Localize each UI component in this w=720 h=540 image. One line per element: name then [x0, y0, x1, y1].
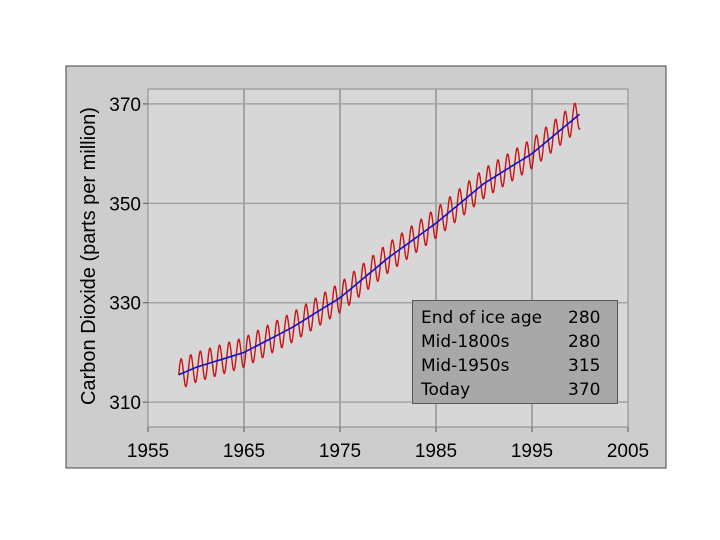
- x-tick-label: 1995: [511, 441, 553, 462]
- table-row-value: 315: [568, 356, 601, 376]
- tick-layer: 1955 1965 1975 1985 1995 2005 310 330 350 370: [109, 95, 649, 462]
- table-row-value: 280: [568, 332, 601, 352]
- series-line-seasonal: [178, 102, 581, 388]
- y-tick-label: 330: [109, 294, 141, 315]
- table-row-label: End of ice age: [421, 308, 543, 328]
- x-tick-label: 1965: [223, 441, 265, 462]
- y-tick-label: 310: [109, 393, 141, 414]
- x-tick-label: 2005: [607, 441, 649, 462]
- table-row-label: Today: [421, 380, 471, 400]
- series-line-trend: [178, 113, 581, 376]
- y-tick-label: 370: [109, 95, 141, 116]
- table-row-label: Mid-1800s: [421, 332, 510, 352]
- y-axis-title: Carbon Dioxide (parts per million): [78, 107, 100, 405]
- x-tick-label: 1955: [127, 441, 169, 462]
- x-tick-label: 1975: [319, 441, 361, 462]
- table-row-label: Mid-1950s: [421, 356, 510, 376]
- table-row: Mid-1950s 315: [421, 354, 617, 378]
- y-tick-label: 350: [109, 194, 141, 215]
- table-row-value: 280: [568, 308, 601, 328]
- table-row: Mid-1800s 280: [421, 330, 617, 354]
- table-row-value: 370: [568, 380, 601, 400]
- table-row: Today 370: [421, 378, 617, 402]
- x-tick-label: 1985: [415, 441, 457, 462]
- series-layer: [178, 102, 581, 388]
- co2-history-table: End of ice age 280 Mid-1800s 280 Mid-195…: [412, 300, 618, 404]
- table-row: End of ice age 280: [421, 306, 617, 330]
